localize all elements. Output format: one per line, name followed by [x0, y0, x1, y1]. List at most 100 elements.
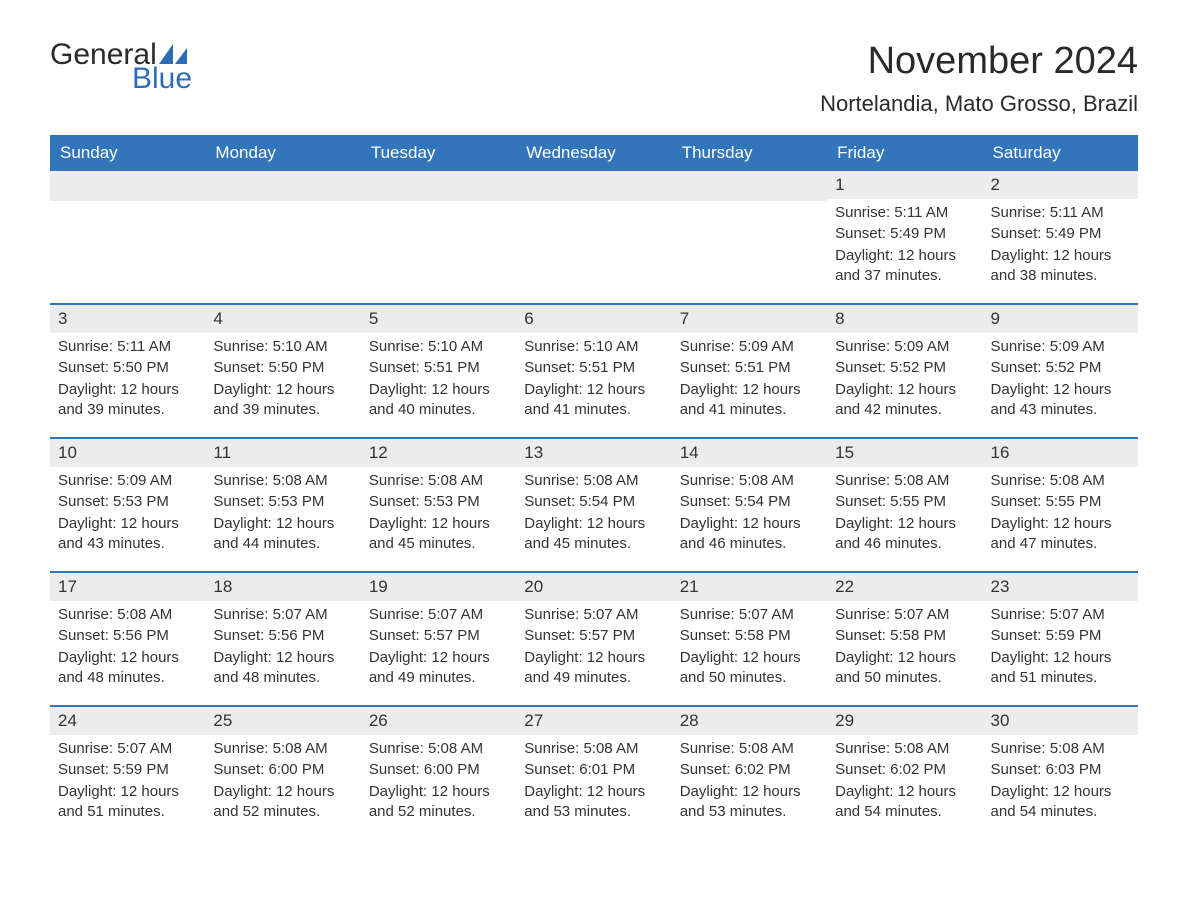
sunset-text: Sunset: 5:58 PM — [680, 626, 819, 646]
daylight-text: Daylight: 12 hours and 43 minutes. — [58, 514, 197, 555]
sunrise-text: Sunrise: 5:08 AM — [991, 471, 1130, 491]
day-number: 3 — [50, 305, 205, 333]
daylight-text: Daylight: 12 hours and 45 minutes. — [369, 514, 508, 555]
day-number: 5 — [361, 305, 516, 333]
day-details: Sunrise: 5:09 AMSunset: 5:51 PMDaylight:… — [672, 333, 827, 431]
sunset-text: Sunset: 5:54 PM — [524, 492, 663, 512]
empty-day — [672, 171, 827, 201]
sunset-text: Sunset: 6:01 PM — [524, 760, 663, 780]
sunrise-text: Sunrise: 5:08 AM — [835, 739, 974, 759]
sunrise-text: Sunrise: 5:10 AM — [369, 337, 508, 357]
daylight-text: Daylight: 12 hours and 52 minutes. — [369, 782, 508, 823]
sunrise-text: Sunrise: 5:07 AM — [991, 605, 1130, 625]
day-details: Sunrise: 5:11 AMSunset: 5:49 PMDaylight:… — [827, 199, 982, 297]
day-number: 19 — [361, 573, 516, 601]
day-details: Sunrise: 5:07 AMSunset: 5:59 PMDaylight:… — [50, 735, 205, 833]
sunset-text: Sunset: 5:51 PM — [680, 358, 819, 378]
day-number: 10 — [50, 439, 205, 467]
day-cell: 5Sunrise: 5:10 AMSunset: 5:51 PMDaylight… — [361, 305, 516, 431]
sunset-text: Sunset: 6:00 PM — [213, 760, 352, 780]
day-number: 1 — [827, 171, 982, 199]
daylight-text: Daylight: 12 hours and 47 minutes. — [991, 514, 1130, 555]
day-details: Sunrise: 5:08 AMSunset: 5:54 PMDaylight:… — [672, 467, 827, 565]
empty-day — [205, 171, 360, 201]
day-header-tuesday: Tuesday — [361, 135, 516, 171]
week-row: 10Sunrise: 5:09 AMSunset: 5:53 PMDayligh… — [50, 437, 1138, 565]
week-row: 3Sunrise: 5:11 AMSunset: 5:50 PMDaylight… — [50, 303, 1138, 431]
day-details: Sunrise: 5:07 AMSunset: 5:57 PMDaylight:… — [361, 601, 516, 699]
logo: General Blue — [50, 40, 192, 94]
sunset-text: Sunset: 5:57 PM — [369, 626, 508, 646]
sunrise-text: Sunrise: 5:08 AM — [991, 739, 1130, 759]
day-cell: 11Sunrise: 5:08 AMSunset: 5:53 PMDayligh… — [205, 439, 360, 565]
sunrise-text: Sunrise: 5:08 AM — [524, 739, 663, 759]
day-number: 28 — [672, 707, 827, 735]
day-details: Sunrise: 5:10 AMSunset: 5:50 PMDaylight:… — [205, 333, 360, 431]
day-header-saturday: Saturday — [983, 135, 1138, 171]
daylight-text: Daylight: 12 hours and 49 minutes. — [369, 648, 508, 689]
day-cell: 21Sunrise: 5:07 AMSunset: 5:58 PMDayligh… — [672, 573, 827, 699]
day-header-friday: Friday — [827, 135, 982, 171]
sunset-text: Sunset: 5:52 PM — [835, 358, 974, 378]
sunrise-text: Sunrise: 5:08 AM — [369, 471, 508, 491]
day-cell — [50, 171, 205, 297]
day-details: Sunrise: 5:08 AMSunset: 5:55 PMDaylight:… — [827, 467, 982, 565]
daylight-text: Daylight: 12 hours and 50 minutes. — [835, 648, 974, 689]
daylight-text: Daylight: 12 hours and 53 minutes. — [680, 782, 819, 823]
daylight-text: Daylight: 12 hours and 51 minutes. — [58, 782, 197, 823]
day-cell: 9Sunrise: 5:09 AMSunset: 5:52 PMDaylight… — [983, 305, 1138, 431]
day-number: 13 — [516, 439, 671, 467]
day-number: 20 — [516, 573, 671, 601]
daylight-text: Daylight: 12 hours and 46 minutes. — [835, 514, 974, 555]
sunrise-text: Sunrise: 5:09 AM — [58, 471, 197, 491]
day-cell: 2Sunrise: 5:11 AMSunset: 5:49 PMDaylight… — [983, 171, 1138, 297]
day-number: 25 — [205, 707, 360, 735]
day-cell: 16Sunrise: 5:08 AMSunset: 5:55 PMDayligh… — [983, 439, 1138, 565]
day-details: Sunrise: 5:08 AMSunset: 6:02 PMDaylight:… — [672, 735, 827, 833]
day-number: 12 — [361, 439, 516, 467]
daylight-text: Daylight: 12 hours and 51 minutes. — [991, 648, 1130, 689]
title-block: November 2024 Nortelandia, Mato Grosso, … — [820, 40, 1138, 117]
sunrise-text: Sunrise: 5:08 AM — [369, 739, 508, 759]
day-number: 8 — [827, 305, 982, 333]
day-header-sunday: Sunday — [50, 135, 205, 171]
day-number: 17 — [50, 573, 205, 601]
day-cell: 7Sunrise: 5:09 AMSunset: 5:51 PMDaylight… — [672, 305, 827, 431]
sunrise-text: Sunrise: 5:08 AM — [680, 471, 819, 491]
sunset-text: Sunset: 5:52 PM — [991, 358, 1130, 378]
empty-day — [50, 171, 205, 201]
day-details: Sunrise: 5:07 AMSunset: 5:59 PMDaylight:… — [983, 601, 1138, 699]
sunset-text: Sunset: 5:56 PM — [58, 626, 197, 646]
day-details: Sunrise: 5:09 AMSunset: 5:52 PMDaylight:… — [983, 333, 1138, 431]
sunset-text: Sunset: 5:59 PM — [58, 760, 197, 780]
sunset-text: Sunset: 5:51 PM — [369, 358, 508, 378]
day-cell: 4Sunrise: 5:10 AMSunset: 5:50 PMDaylight… — [205, 305, 360, 431]
day-cell: 29Sunrise: 5:08 AMSunset: 6:02 PMDayligh… — [827, 707, 982, 833]
day-header-wednesday: Wednesday — [516, 135, 671, 171]
sunrise-text: Sunrise: 5:07 AM — [58, 739, 197, 759]
sunset-text: Sunset: 5:53 PM — [58, 492, 197, 512]
day-number: 7 — [672, 305, 827, 333]
day-cell: 15Sunrise: 5:08 AMSunset: 5:55 PMDayligh… — [827, 439, 982, 565]
day-cell: 27Sunrise: 5:08 AMSunset: 6:01 PMDayligh… — [516, 707, 671, 833]
daylight-text: Daylight: 12 hours and 39 minutes. — [213, 380, 352, 421]
day-cell: 24Sunrise: 5:07 AMSunset: 5:59 PMDayligh… — [50, 707, 205, 833]
day-details: Sunrise: 5:07 AMSunset: 5:57 PMDaylight:… — [516, 601, 671, 699]
sunrise-text: Sunrise: 5:07 AM — [213, 605, 352, 625]
day-details: Sunrise: 5:07 AMSunset: 5:58 PMDaylight:… — [827, 601, 982, 699]
sunrise-text: Sunrise: 5:09 AM — [680, 337, 819, 357]
month-title: November 2024 — [820, 40, 1138, 83]
day-number: 18 — [205, 573, 360, 601]
day-header-monday: Monday — [205, 135, 360, 171]
sunrise-text: Sunrise: 5:11 AM — [835, 203, 974, 223]
day-number: 2 — [983, 171, 1138, 199]
day-header-thursday: Thursday — [672, 135, 827, 171]
sunset-text: Sunset: 6:02 PM — [680, 760, 819, 780]
day-number: 24 — [50, 707, 205, 735]
week-row: 17Sunrise: 5:08 AMSunset: 5:56 PMDayligh… — [50, 571, 1138, 699]
daylight-text: Daylight: 12 hours and 46 minutes. — [680, 514, 819, 555]
day-cell: 14Sunrise: 5:08 AMSunset: 5:54 PMDayligh… — [672, 439, 827, 565]
day-details: Sunrise: 5:07 AMSunset: 5:58 PMDaylight:… — [672, 601, 827, 699]
day-details: Sunrise: 5:08 AMSunset: 5:56 PMDaylight:… — [50, 601, 205, 699]
day-number: 9 — [983, 305, 1138, 333]
